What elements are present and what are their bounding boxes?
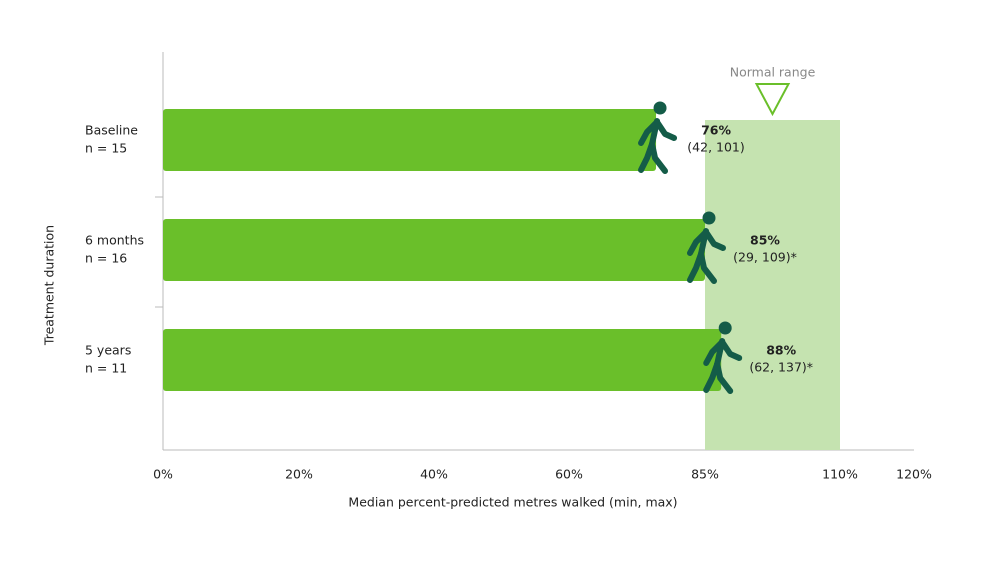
y-axis-title: Treatment duration <box>42 225 57 346</box>
normal-range-band <box>705 120 840 450</box>
range-label: (62, 137)* <box>749 360 813 375</box>
x-tick-label: 110% <box>822 467 858 482</box>
category-sublabel: n = 15 <box>85 141 127 156</box>
x-tick-label: 0% <box>153 467 173 482</box>
category-label: 6 months <box>85 233 144 248</box>
bar <box>163 219 705 281</box>
x-axis-title: Median percent-predicted metres walked (… <box>348 495 677 510</box>
x-tick-label: 85% <box>691 467 719 482</box>
bar <box>163 109 657 171</box>
category-sublabel: n = 16 <box>85 251 127 266</box>
x-tick-label: 20% <box>285 467 313 482</box>
category-label: 5 years <box>85 343 131 358</box>
value-label: 85% <box>750 233 780 248</box>
bar <box>163 329 722 391</box>
x-tick-label: 120% <box>896 467 932 482</box>
range-label: (29, 109)* <box>733 250 797 265</box>
value-label: 76% <box>701 123 731 138</box>
normal-range-marker <box>754 83 791 117</box>
category-sublabel: n = 11 <box>85 361 127 376</box>
normal-range-label: Normal range <box>730 65 816 80</box>
category-label: Baseline <box>85 123 138 138</box>
range-label: (42, 101) <box>687 140 744 155</box>
x-tick-label: 40% <box>420 467 448 482</box>
x-tick-label: 60% <box>555 467 583 482</box>
value-label: 88% <box>766 343 796 358</box>
